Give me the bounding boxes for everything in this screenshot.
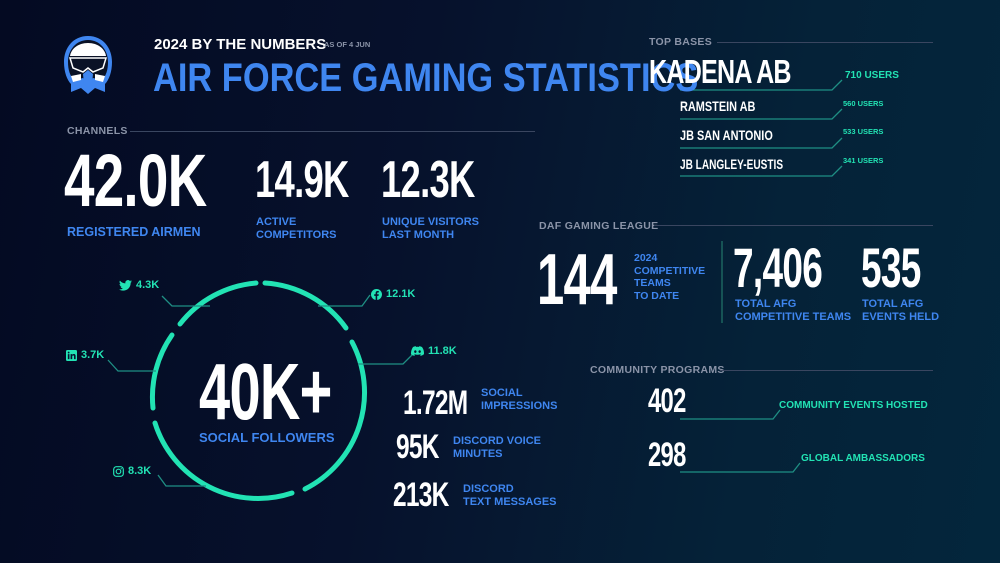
instagram-icon	[113, 465, 124, 477]
league-total-teams-label: TOTAL AFG COMPETITIVE TEAMS	[735, 298, 852, 323]
league-teams-2024-value: 144	[537, 240, 617, 320]
community-ambassadors-value: 298	[648, 436, 686, 474]
stat-active-competitors-label: ACTIVE COMPETITORS	[256, 216, 337, 241]
community-ambassadors-label: GLOBAL AMBASSADORS	[801, 453, 925, 464]
facebook-icon	[371, 288, 382, 300]
base-name: RAMSTEIN AB	[680, 98, 756, 114]
pilot-helmet-logo-icon	[64, 36, 112, 94]
league-total-events-value: 535	[861, 236, 921, 299]
stat-social-impressions-label: SOCIAL IMPRESSIONS	[481, 387, 558, 412]
base-name: JB LANGLEY-EUSTIS	[680, 156, 784, 172]
base-users: 341 USERS	[843, 156, 884, 165]
stat-unique-visitors-value: 12.3K	[381, 151, 475, 209]
divider	[654, 225, 933, 226]
base-users: 560 USERS	[843, 99, 884, 108]
as-of-date: AS OF 4 JUN	[324, 40, 371, 49]
divider	[720, 370, 933, 371]
divider	[130, 131, 535, 132]
social-total-value: 40K+	[199, 347, 332, 436]
social-instagram: 8.3K	[113, 465, 151, 477]
community-events-value: 402	[648, 382, 686, 420]
section-label-channels: CHANNELS	[67, 125, 128, 137]
base-users: 710 USERS	[845, 70, 899, 81]
section-label-top-bases: TOP BASES	[649, 36, 712, 48]
social-linkedin: 3.7K	[66, 349, 104, 361]
base-users: 533 USERS	[843, 127, 884, 136]
discord-icon	[411, 346, 424, 356]
stat-active-competitors-value: 14.9K	[255, 151, 349, 209]
section-label-league: DAF GAMING LEAGUE	[539, 220, 659, 232]
community-events-label: COMMUNITY EVENTS HOSTED	[779, 400, 928, 411]
social-facebook: 12.1K	[371, 288, 415, 300]
social-discord: 11.8K	[411, 345, 457, 357]
stat-unique-visitors-label: UNIQUE VISITORS LAST MONTH	[382, 216, 479, 241]
league-total-events-label: TOTAL AFG EVENTS HELD	[862, 298, 940, 323]
stat-registered-airmen-label: REGISTERED AIRMEN	[67, 225, 201, 239]
divider	[717, 42, 933, 43]
twitter-icon	[119, 279, 132, 291]
stat-discord-voice-label: DISCORD VOICE MINUTES	[453, 435, 542, 460]
stat-discord-text-value: 213K	[393, 476, 449, 514]
stat-social-impressions-value: 1.72M	[403, 384, 468, 422]
league-total-teams-value: 7,406	[733, 236, 823, 299]
stat-discord-voice-value: 95K	[396, 428, 439, 466]
social-twitter: 4.3K	[119, 279, 159, 291]
stat-registered-airmen-value: 42.0K	[64, 139, 207, 222]
league-teams-2024-label: 2024 COMPETITIVE TEAMS TO DATE	[634, 252, 706, 302]
section-label-community: COMMUNITY PROGRAMS	[590, 364, 725, 376]
logo	[61, 34, 115, 96]
linkedin-icon	[66, 349, 77, 361]
social-total-label: SOCIAL FOLLOWERS	[199, 430, 335, 445]
base-name: JB SAN ANTONIO	[680, 127, 773, 143]
page-title: AIR FORCE GAMING STATISTICS	[153, 56, 699, 100]
base-name: KADENA AB	[649, 53, 792, 90]
header-eyebrow: 2024 BY THE NUMBERS	[154, 36, 327, 53]
stat-discord-text-label: DISCORD TEXT MESSAGES	[463, 483, 557, 508]
